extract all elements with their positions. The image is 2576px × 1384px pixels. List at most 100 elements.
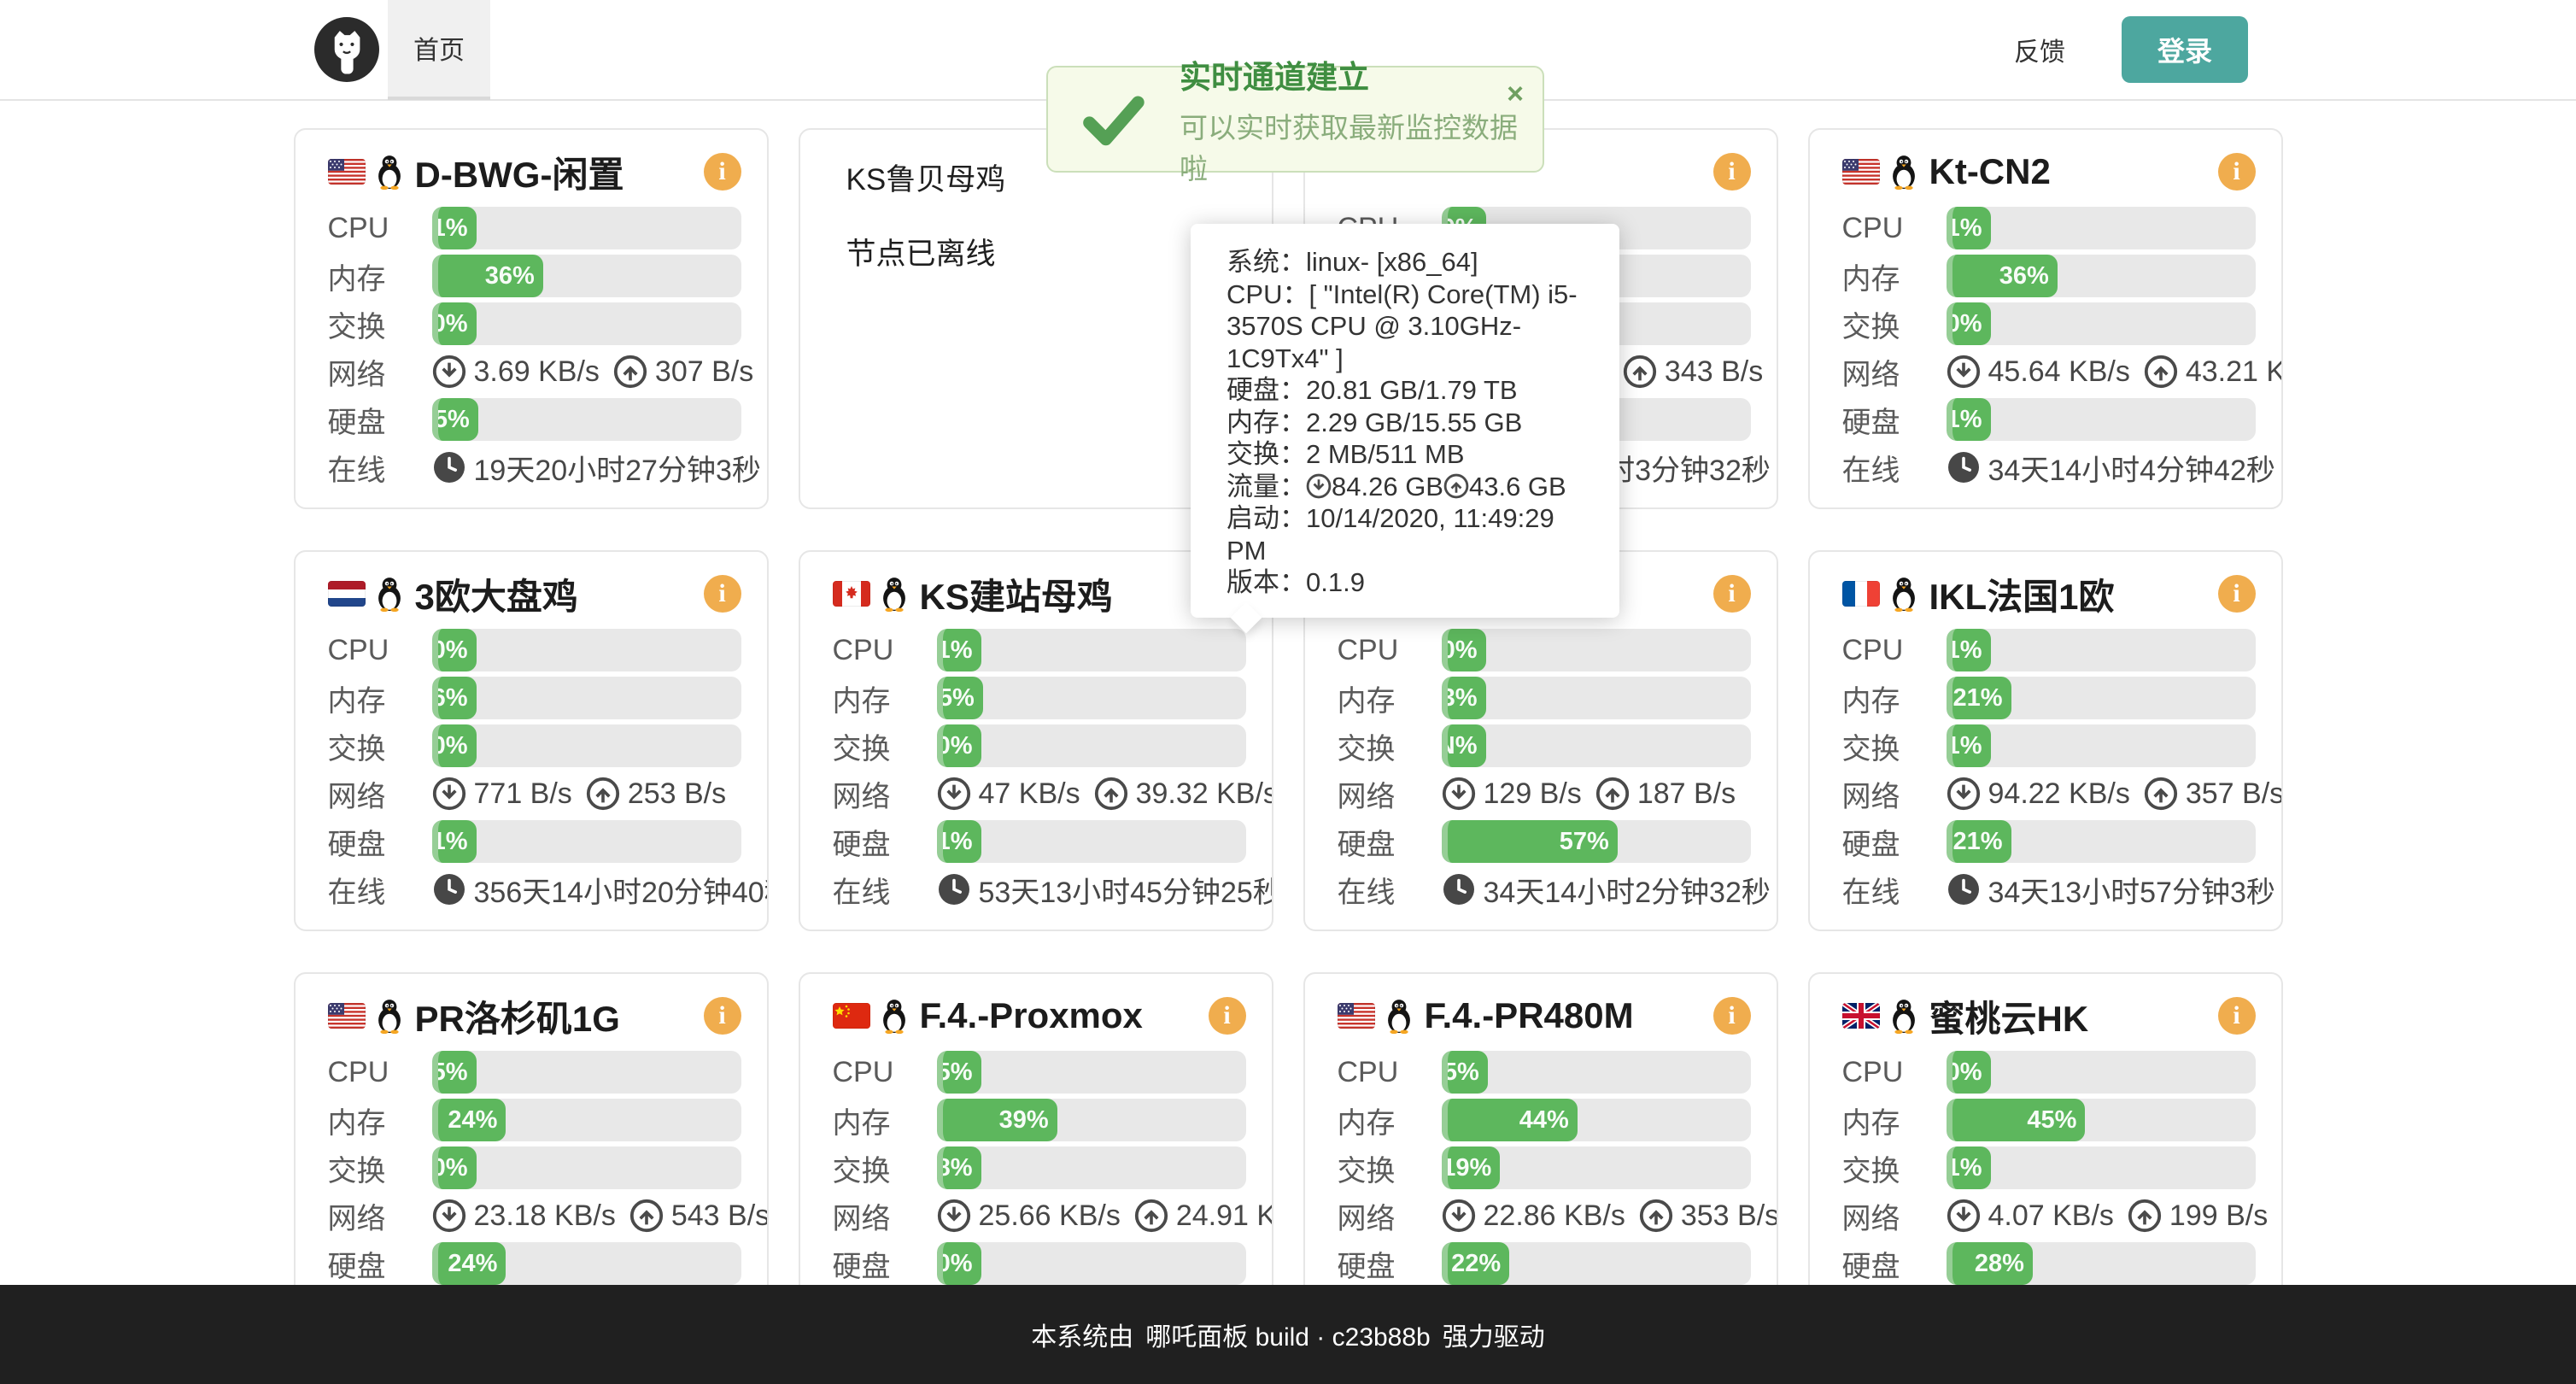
swap-bar-track: 0%: [431, 724, 741, 767]
metric-row-disk: 硬盘 57%: [1338, 820, 1751, 863]
metric-row-online: 在线 19天20小时27分钟3秒: [327, 446, 761, 489]
metric-label-mem: 内存: [327, 1106, 386, 1140]
net-down-value: 22.86 KB/s: [1483, 1199, 1625, 1232]
mem-percent-label: 39%: [998, 1105, 1049, 1134]
disk-bar-fill: 11%: [1946, 398, 1991, 441]
metric-row-mem: 内存 45%: [1842, 1099, 2256, 1141]
net-down-value: 47 KB/s: [978, 777, 1080, 810]
cpu-bar-track: 0%: [1441, 629, 1751, 671]
metric-label-swap: 交换: [1841, 732, 1900, 765]
tooltip-row: 系统：linux- [x86_64]: [1227, 246, 1597, 279]
clock-icon: [433, 452, 465, 483]
tooltip-row: 交换：2 MB/511 MB: [1227, 438, 1597, 471]
swap-bar-fill: 1%: [1946, 724, 1991, 767]
net-down-value: 23.18 KB/s: [473, 1199, 616, 1232]
metric-row-disk: 硬盘 10%: [833, 1242, 1246, 1285]
site-logo-avatar[interactable]: [314, 17, 379, 82]
login-button[interactable]: 登录: [2122, 16, 2248, 83]
info-icon[interactable]: i: [703, 153, 741, 191]
tooltip-row: 启动：10/14/2020, 11:49:29 PM: [1227, 502, 1597, 566]
metric-row-disk: 硬盘 1%: [833, 820, 1246, 863]
metric-label-swap: 交换: [1337, 1154, 1396, 1188]
info-icon[interactable]: i: [703, 997, 741, 1035]
swap-percent-label: 0%: [431, 309, 468, 337]
upload-arrow-icon: [2144, 355, 2177, 389]
metric-row-cpu: CPU 0%: [1338, 629, 1751, 671]
upload-arrow-icon: [2144, 777, 2177, 811]
info-icon[interactable]: i: [703, 575, 741, 613]
cpu-bar-fill: 15%: [1441, 1051, 1488, 1094]
disk-percent-label: 11%: [1946, 405, 1982, 433]
mem-bar-track: 36%: [431, 255, 741, 297]
server-card: IKL法国1欧 i CPU 1% 内存 21% 交换 1% 网络 94.22 K…: [1807, 550, 2283, 931]
disk-percent-label: 1%: [936, 827, 973, 855]
card-header: 3欧大盘鸡 i: [327, 572, 741, 617]
info-icon[interactable]: i: [2217, 997, 2256, 1035]
uptime-value: 34天14小时2分钟32秒: [1483, 876, 1771, 909]
swap-percent-label: 0%: [431, 731, 468, 759]
metric-row-cpu: CPU 1%: [1842, 207, 2256, 249]
metric-row-online: 在线 34天14小时2分钟32秒: [1337, 868, 1771, 911]
metric-label-online: 在线: [1337, 876, 1396, 909]
tooltip-value: 0.1.9: [1306, 567, 1365, 597]
mem-bar-track: 45%: [1946, 1099, 2256, 1141]
metric-label-net: 网络: [327, 1202, 386, 1235]
nezha-panel-link[interactable]: 哪吒面板 build · c23b88b: [1145, 1323, 1431, 1352]
metric-label-mem: 内存: [1337, 1106, 1396, 1140]
info-icon[interactable]: i: [2217, 153, 2256, 191]
metric-label-swap: 交换: [832, 1154, 891, 1188]
net-up-value: 24.91 KB/s: [1175, 1199, 1272, 1232]
uptime-value: 34天13小时57分钟3秒: [1988, 876, 2275, 909]
swap-bar-track: 1%: [1946, 1146, 2256, 1189]
linux-penguin-icon: [1384, 995, 1414, 1036]
cpu-bar-fill: 0%: [431, 629, 477, 671]
cpu-bar-track: 1%: [936, 629, 1246, 671]
tooltip-label: 流量：: [1227, 471, 1306, 501]
metric-label-net: 网络: [832, 780, 891, 813]
info-icon[interactable]: i: [1712, 997, 1751, 1035]
swap-bar-track: 0%: [431, 302, 741, 345]
cpu-bar-fill: 1%: [431, 207, 477, 249]
info-icon[interactable]: i: [2217, 575, 2256, 613]
server-name: PR洛杉矶1G: [414, 998, 620, 1039]
cpu-percent-label: 1%: [936, 636, 973, 664]
info-icon[interactable]: i: [1712, 153, 1751, 191]
metric-row-swap: 交换 0%: [328, 1146, 741, 1189]
info-icon[interactable]: i: [1208, 997, 1246, 1035]
metric-row-mem: 内存 44%: [1338, 1099, 1751, 1141]
metric-label-net: 网络: [832, 1202, 891, 1235]
cpu-percent-label: 0%: [431, 636, 468, 664]
metric-label-mem: 内存: [1841, 684, 1900, 718]
tooltip-value: linux- [x86_64]: [1306, 247, 1478, 277]
metric-label-net: 网络: [1841, 780, 1900, 813]
server-card: 3欧大盘鸡 i CPU 0% 内存 6% 交换 0% 网络 771 B/s 25…: [293, 550, 769, 931]
disk-percent-label: 22%: [1451, 1249, 1502, 1277]
metric-label-online: 在线: [327, 454, 386, 487]
metric-row-cpu: CPU 1%: [833, 629, 1246, 671]
mem-percent-label: 15%: [938, 683, 975, 712]
upload-arrow-icon: [1623, 355, 1657, 389]
toast-title: 实时通道建立: [1180, 60, 1369, 95]
mem-bar-track: 24%: [431, 1099, 741, 1141]
close-icon[interactable]: ×: [1507, 78, 1524, 110]
cpu-bar-track: 5%: [431, 1051, 741, 1094]
metric-label-disk: 硬盘: [327, 406, 386, 439]
mem-bar-fill: 39%: [936, 1099, 1057, 1141]
net-up-value: 357 B/s: [2185, 777, 2283, 810]
cpu-bar-fill: 5%: [431, 1051, 477, 1094]
download-arrow-icon: [432, 1199, 465, 1233]
download-arrow-icon: [1442, 777, 1475, 811]
mem-bar-track: 15%: [936, 677, 1246, 719]
swap-percent-label: 0%: [1946, 309, 1982, 337]
metric-label-disk: 硬盘: [1841, 1250, 1900, 1283]
feedback-link[interactable]: 反馈: [2014, 38, 2065, 67]
tooltip-label: 内存：: [1227, 407, 1306, 437]
cpu-percent-label: 0%: [1441, 636, 1478, 664]
info-icon[interactable]: i: [1712, 575, 1751, 613]
metric-row-disk: 硬盘 21%: [1842, 820, 2256, 863]
swap-percent-label: 1%: [1946, 1153, 1982, 1182]
metric-label-cpu: CPU: [327, 211, 389, 244]
tab-home[interactable]: 首页: [388, 0, 490, 100]
metric-row-net: 网络 94.22 KB/s 357 B/s: [1841, 772, 2281, 815]
server-card: Kt-CN2 i CPU 1% 内存 36% 交换 0% 网络 45.64 KB…: [1807, 128, 2283, 509]
